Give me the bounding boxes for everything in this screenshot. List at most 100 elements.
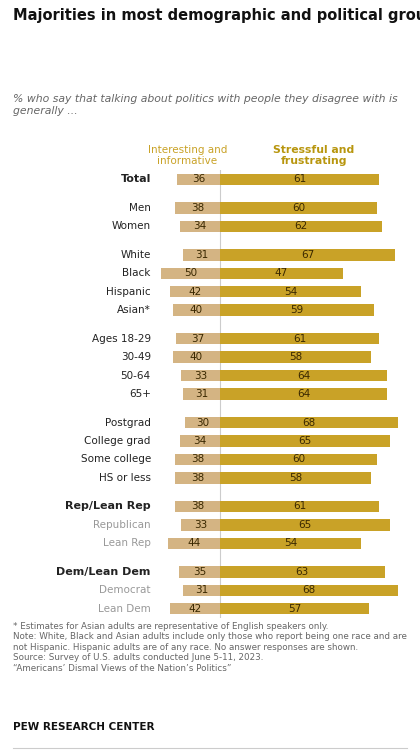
Text: Interesting and
informative: Interesting and informative <box>148 145 227 166</box>
Text: 64: 64 <box>297 389 310 399</box>
Bar <box>220 220 382 232</box>
Bar <box>175 501 220 512</box>
Text: 60: 60 <box>292 203 305 213</box>
Text: 54: 54 <box>284 538 297 548</box>
Text: 31: 31 <box>195 585 208 596</box>
Bar <box>176 333 220 344</box>
Bar <box>220 286 361 297</box>
Text: College grad: College grad <box>84 436 151 446</box>
Text: White: White <box>121 250 151 260</box>
Text: 44: 44 <box>187 538 201 548</box>
Bar <box>220 267 343 279</box>
Bar <box>220 333 379 344</box>
Bar <box>220 249 395 260</box>
Bar <box>220 388 387 399</box>
Text: Dem/Lean Dem: Dem/Lean Dem <box>56 567 151 577</box>
Text: 38: 38 <box>191 455 204 464</box>
Bar <box>168 538 220 549</box>
Bar <box>220 584 398 596</box>
Text: Hispanic: Hispanic <box>106 287 151 297</box>
Bar <box>220 370 387 381</box>
Text: 34: 34 <box>193 221 207 231</box>
Text: Women: Women <box>112 221 151 231</box>
Bar <box>220 417 398 428</box>
Bar <box>173 351 220 363</box>
Text: 64: 64 <box>297 371 310 381</box>
Text: Ages 18-29: Ages 18-29 <box>92 334 151 344</box>
Text: 50: 50 <box>184 268 197 279</box>
Text: 65: 65 <box>298 520 312 530</box>
Text: * Estimates for Asian adults are representative of English speakers only.
Note: : * Estimates for Asian adults are represe… <box>13 622 407 673</box>
Bar <box>180 220 220 232</box>
Text: 35: 35 <box>193 567 206 577</box>
Text: Rep/Lean Rep: Rep/Lean Rep <box>65 501 151 511</box>
Text: 57: 57 <box>288 604 301 614</box>
Text: 50-64: 50-64 <box>121 371 151 381</box>
Text: 34: 34 <box>193 436 207 446</box>
Bar <box>175 472 220 484</box>
Text: 47: 47 <box>275 268 288 279</box>
Text: 61: 61 <box>293 334 306 344</box>
Bar <box>220 454 377 465</box>
Text: 63: 63 <box>296 567 309 577</box>
Text: 67: 67 <box>301 250 314 260</box>
Text: PEW RESEARCH CENTER: PEW RESEARCH CENTER <box>13 722 154 732</box>
Text: 54: 54 <box>284 287 297 297</box>
Text: 65: 65 <box>298 436 312 446</box>
Text: 30: 30 <box>196 418 209 427</box>
Text: 58: 58 <box>289 352 302 362</box>
Bar <box>175 454 220 465</box>
Text: 42: 42 <box>189 287 202 297</box>
Text: 62: 62 <box>294 221 307 231</box>
Text: 61: 61 <box>293 174 306 184</box>
Text: Men: Men <box>129 203 151 213</box>
Bar <box>175 202 220 214</box>
Text: Lean Rep: Lean Rep <box>103 538 151 548</box>
Bar <box>220 351 371 363</box>
Text: Republican: Republican <box>93 520 151 530</box>
Bar <box>220 174 379 185</box>
Text: 31: 31 <box>195 389 208 399</box>
Text: Asian*: Asian* <box>117 305 151 315</box>
Text: Stressful and
frustrating: Stressful and frustrating <box>273 145 354 166</box>
Bar <box>181 519 220 531</box>
Text: 61: 61 <box>293 501 306 511</box>
Text: 33: 33 <box>194 520 207 530</box>
Text: 40: 40 <box>190 352 203 362</box>
Bar <box>171 603 220 615</box>
Text: 65+: 65+ <box>129 389 151 399</box>
Text: 38: 38 <box>191 501 204 511</box>
Bar <box>178 566 220 578</box>
Text: Democrat: Democrat <box>99 585 151 596</box>
Bar <box>220 472 371 484</box>
Bar <box>220 566 384 578</box>
Text: 60: 60 <box>292 455 305 464</box>
Text: 68: 68 <box>302 418 315 427</box>
Text: 38: 38 <box>191 203 204 213</box>
Bar <box>184 417 220 428</box>
Bar <box>220 519 390 531</box>
Text: Some college: Some college <box>81 455 151 464</box>
Bar <box>173 304 220 316</box>
Text: 33: 33 <box>194 371 207 381</box>
Bar <box>161 267 220 279</box>
Text: HS or less: HS or less <box>99 473 151 483</box>
Text: 37: 37 <box>192 334 205 344</box>
Text: Lean Dem: Lean Dem <box>98 604 151 614</box>
Text: 58: 58 <box>289 473 302 483</box>
Bar <box>220 436 390 447</box>
Text: Postgrad: Postgrad <box>105 418 151 427</box>
Text: Black: Black <box>122 268 151 279</box>
Bar <box>178 174 220 185</box>
Bar <box>220 304 374 316</box>
Text: 30-49: 30-49 <box>121 352 151 362</box>
Bar <box>184 388 220 399</box>
Bar <box>220 538 361 549</box>
Text: Majorities in most demographic and political groups say it’s more stressful than: Majorities in most demographic and polit… <box>13 8 420 23</box>
Text: % who say that talking about politics with people they disagree with is
generall: % who say that talking about politics wi… <box>13 94 397 116</box>
Text: 38: 38 <box>191 473 204 483</box>
Bar <box>180 436 220 447</box>
Text: 59: 59 <box>290 305 304 315</box>
Bar <box>220 603 369 615</box>
Bar <box>171 286 220 297</box>
